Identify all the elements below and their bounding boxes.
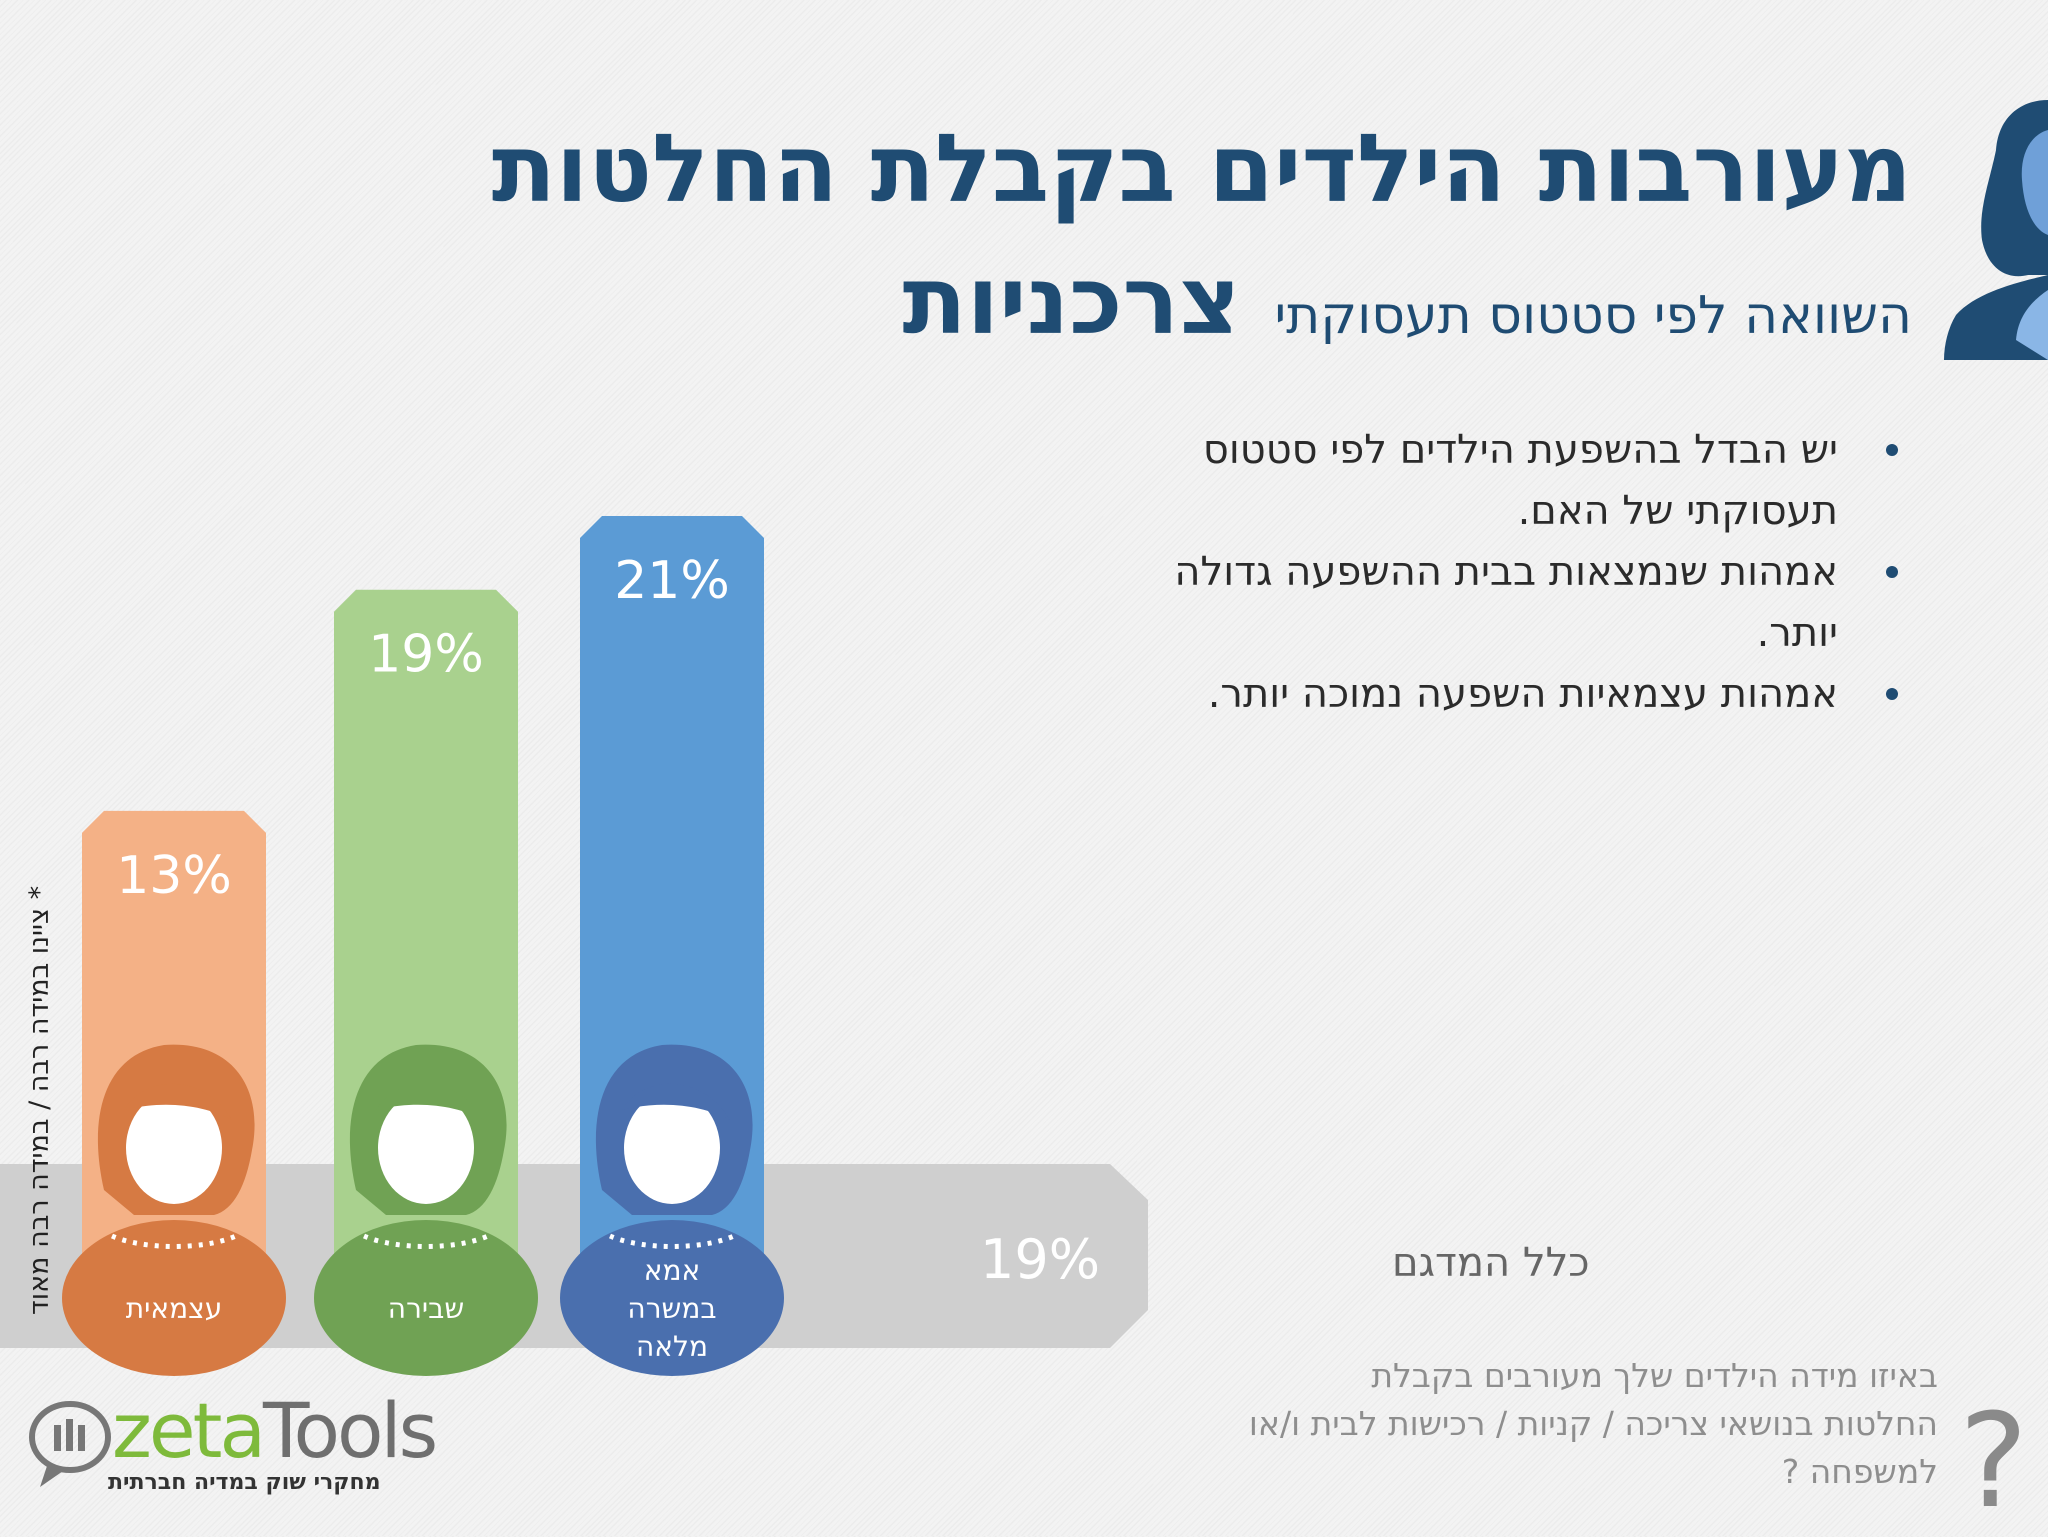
avatar-neckline bbox=[110, 1233, 238, 1249]
findings-list: יש הבדל בהשפעת הילדים לפי סטטוס תעסוקתי … bbox=[1138, 420, 1898, 725]
category-label: אמא bbox=[644, 1254, 700, 1287]
survey-question: באיזו מידה הילדים שלך מעורבים בקבלת החלט… bbox=[1248, 1356, 1938, 1491]
avatar-neckline bbox=[362, 1233, 490, 1249]
category-label: עצמאית bbox=[126, 1292, 223, 1325]
finding-item: יש הבדל בהשפעת הילדים לפי סטטוס תעסוקתי … bbox=[1138, 420, 1898, 542]
page-title: מעורבות הילדים בקבלת החלטות bbox=[491, 115, 1912, 224]
logo-wordmark: zetaTools bbox=[112, 1386, 438, 1475]
finding-item: אמהות עצמאיות השפעה נמוכה יותר. bbox=[1138, 664, 1898, 725]
question-mark-icon: ? bbox=[1959, 1385, 2028, 1537]
avatar-fringe bbox=[124, 1083, 232, 1120]
finding-item: אמהות שנמצאות בבית ההשפעה גדולה יותר. bbox=[1138, 542, 1898, 664]
page-title-word: צרכניות bbox=[902, 247, 1241, 356]
category-badge bbox=[560, 1220, 784, 1376]
logo-tagline: מחקרי שוק במדיה חברתית bbox=[108, 1470, 381, 1495]
bar-value-label: 13% bbox=[116, 846, 232, 906]
page-subtitle: השוואה לפי סטטוס תעסוקתי bbox=[1274, 286, 1912, 346]
baseline-value-label: 19% bbox=[980, 1228, 1100, 1291]
zetatools-logo bbox=[29, 1401, 111, 1487]
category-label: מלאה bbox=[636, 1330, 708, 1363]
category-badge bbox=[314, 1220, 538, 1376]
bar-value-label: 19% bbox=[368, 625, 484, 685]
avatar-neckline bbox=[608, 1233, 736, 1249]
axis-note: * ציינו במידה רבה / במידה רבה מאוד bbox=[24, 885, 55, 1315]
category-label: במשרה bbox=[627, 1292, 716, 1325]
baseline-label: כלל המדגם bbox=[1392, 1240, 1590, 1286]
avatar-fringe bbox=[622, 1083, 730, 1120]
category-label: שבירה bbox=[388, 1292, 464, 1325]
title-second-line: צרכניות השוואה לפי סטטוס תעסוקתי bbox=[902, 247, 1912, 356]
avatar-face bbox=[624, 1092, 720, 1204]
bar-value-label: 21% bbox=[614, 551, 730, 611]
avatar-fringe bbox=[376, 1083, 484, 1120]
avatar-face bbox=[126, 1092, 222, 1204]
woman-avatar-icon bbox=[1944, 100, 2048, 360]
avatar-face bbox=[378, 1092, 474, 1204]
category-badge bbox=[62, 1220, 286, 1376]
baseline-band bbox=[0, 1164, 1148, 1348]
